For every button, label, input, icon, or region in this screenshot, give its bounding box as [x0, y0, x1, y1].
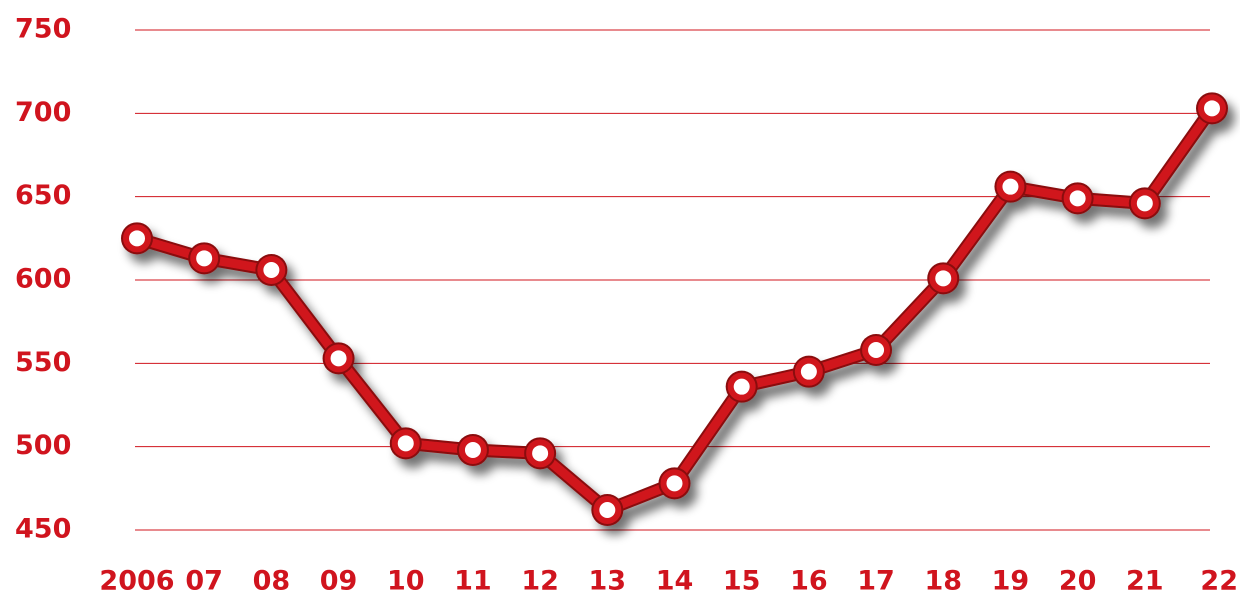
x-tick-label: 12 [521, 566, 559, 597]
x-tick-label: 21 [1126, 566, 1164, 597]
y-tick-label: 700 [15, 97, 71, 128]
x-tick-label: 17 [857, 566, 895, 597]
y-tick-label: 650 [15, 180, 71, 211]
y-tick-label: 550 [15, 347, 71, 378]
y-tick-label: 750 [15, 14, 71, 45]
marker [862, 336, 891, 364]
x-tick-label: 19 [992, 566, 1030, 597]
marker [123, 224, 151, 253]
line [135, 105, 1216, 515]
marker [458, 436, 487, 464]
series [121, 92, 1228, 526]
marker [996, 172, 1025, 201]
marker [929, 264, 958, 293]
x-tick-label: 11 [454, 566, 492, 597]
marker [257, 256, 286, 284]
x-tick-label: 15 [723, 566, 761, 597]
x-tick-label: 08 [253, 566, 291, 597]
x-tick-label: 22 [1200, 566, 1238, 597]
y-tick-label: 500 [15, 430, 71, 461]
x-tick-label: 10 [387, 566, 425, 597]
marker [593, 496, 622, 524]
x-tick-label: 14 [656, 566, 694, 597]
x-tick-label: 07 [185, 566, 223, 597]
x-tick-label: 13 [589, 566, 627, 597]
marker [1063, 184, 1092, 213]
marker [1198, 94, 1226, 123]
marker [190, 244, 219, 273]
x-tick-label: 18 [924, 566, 962, 597]
marker [391, 429, 420, 458]
y-tick-label: 600 [15, 264, 71, 295]
marker [526, 439, 555, 468]
x-tick-label: 2006 [99, 566, 174, 597]
marker [727, 372, 756, 401]
marker [794, 357, 823, 386]
marker [1130, 189, 1159, 218]
y-tick-label: 450 [15, 514, 71, 545]
marker [660, 469, 689, 498]
x-tick-label: 20 [1059, 566, 1097, 597]
x-tick-label: 16 [790, 566, 828, 597]
marker [324, 344, 353, 373]
x-tick-label: 09 [320, 566, 358, 597]
